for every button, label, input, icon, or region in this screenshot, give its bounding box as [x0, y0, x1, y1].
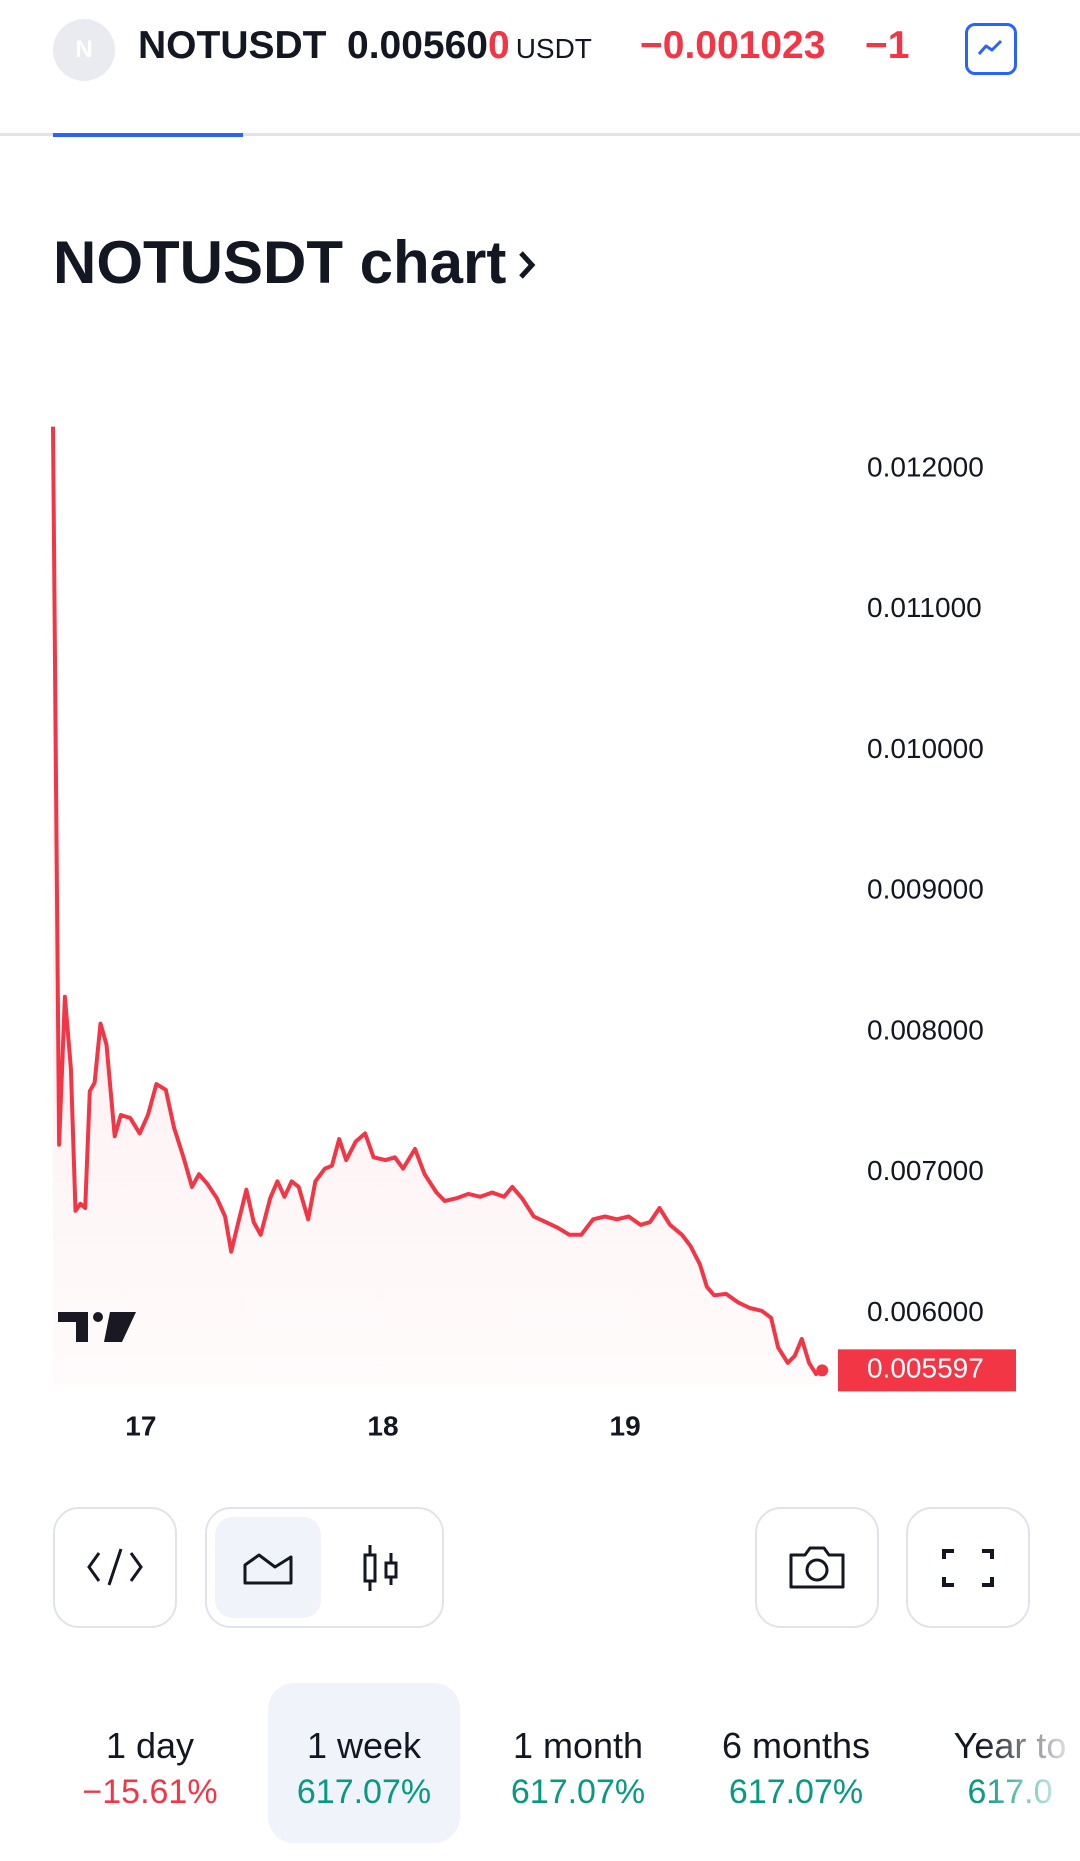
y-tick-label: 0.012000: [867, 451, 984, 482]
period-tab[interactable]: 1 day −15.61%: [54, 1683, 246, 1843]
chevron: [519, 251, 536, 279]
last-price-label: 0.005597: [867, 1353, 984, 1384]
code-icon: [87, 1548, 143, 1586]
y-tick-label: 0.009000: [867, 874, 984, 905]
last-point: [816, 1364, 829, 1377]
embed-button[interactable]: [53, 1507, 177, 1628]
price: 0.005600 USDT: [347, 24, 592, 68]
y-tick-label: 0.010000: [867, 733, 984, 764]
camera-icon: [789, 1546, 845, 1589]
price-change: −0.001023: [640, 24, 826, 67]
screenshot-button[interactable]: [755, 1507, 879, 1628]
symbol: NOTUSDT: [138, 24, 327, 67]
period-label: 1 day: [105, 1725, 195, 1766]
y-tick-label: 0.007000: [867, 1155, 984, 1186]
period-change: 617.07%: [728, 1773, 864, 1811]
chart-style-group: [205, 1507, 444, 1628]
period-tab[interactable]: 6 months 617.07%: [700, 1683, 892, 1843]
chart-button[interactable]: [965, 23, 1017, 75]
x-tick-label: 17: [125, 1410, 156, 1441]
candle-icon: [363, 1545, 398, 1591]
period-label: 6 months: [721, 1725, 871, 1766]
fullscreen-button[interactable]: [906, 1507, 1030, 1628]
price-value: 0.00560: [347, 24, 488, 67]
candle-style-button[interactable]: [329, 1517, 435, 1618]
currency: USDT: [515, 33, 592, 64]
period-change: 617.07%: [296, 1773, 432, 1811]
price-line: [51, 426, 824, 1377]
last-price-box: [838, 1349, 1016, 1392]
period-tab[interactable]: 1 week 617.07%: [268, 1683, 460, 1843]
price-last-digit: 0: [487, 24, 510, 67]
y-tick-label: 0.011000: [867, 592, 982, 623]
chart-title-text: NOTUSDT chart: [53, 229, 507, 296]
period-change: −15.61%: [82, 1773, 218, 1811]
period-label: 1 week: [306, 1725, 422, 1766]
chart: 0.006000 0.007000 0.008000 0.009000 0.010000…: [51, 426, 1016, 1441]
area-icon: [243, 1553, 293, 1585]
fade-overlay: [980, 1683, 1080, 1843]
x-tick-label: 18: [367, 1410, 398, 1441]
header: N NOTUSDT 0.005600 USDT −0.001023 −1: [0, 0, 1080, 136]
price-change-percent: −1: [865, 24, 910, 67]
tab-indicator: [53, 133, 243, 137]
y-tick-label: 0.008000: [867, 1014, 984, 1045]
period-tab[interactable]: 1 month 617.07%: [482, 1683, 674, 1843]
y-tick-label: 0.006000: [867, 1296, 984, 1327]
fullscreen-icon: [942, 1549, 994, 1587]
area: [53, 426, 823, 1385]
area-style-button[interactable]: [215, 1517, 321, 1618]
x-tick-label: 19: [610, 1410, 641, 1441]
period-change: 617.07%: [510, 1773, 646, 1811]
chart-icon: [977, 39, 1003, 55]
period-tabs: 1 day −15.61% 1 week 617.07% 1 month 617.07% 6…: [0, 1683, 1080, 1843]
symbol-icon: N: [53, 19, 115, 81]
period-label: 1 month: [512, 1725, 644, 1766]
chart-title[interactable]: NOTUSDT chart: [53, 228, 542, 297]
